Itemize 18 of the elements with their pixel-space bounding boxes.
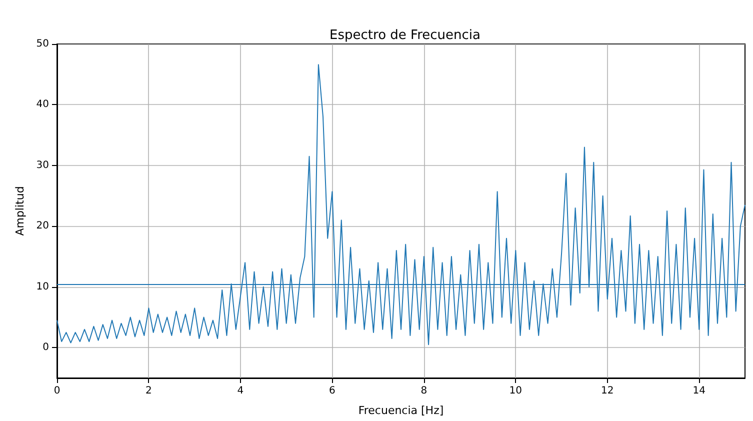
x-tick-label: 14 [692, 386, 706, 396]
x-tick-label: 0 [54, 386, 60, 396]
x-tick-label: 12 [601, 386, 614, 396]
line-series [56, 64, 746, 346]
y-tick-label: 0 [42, 342, 49, 354]
y-axis-title: Amplitud [13, 186, 26, 236]
x-tick-label: 8 [420, 386, 428, 396]
x-tick-label: 10 [509, 386, 522, 396]
y-tick-label: 40 [36, 99, 49, 110]
x-tick-label: 6 [329, 386, 336, 396]
y-tick-label: 20 [36, 220, 49, 232]
y-tick-label: 50 [36, 38, 49, 50]
x-tick-label: 4 [237, 386, 244, 396]
y-tick-label: 30 [36, 160, 49, 171]
y-tick-label: 10 [36, 281, 49, 292]
chart-title: Espectro de Frecuencia [330, 28, 480, 43]
x-axis-title: Frecuencia [Hz] [358, 404, 444, 417]
x-tick-label: 2 [146, 386, 152, 396]
